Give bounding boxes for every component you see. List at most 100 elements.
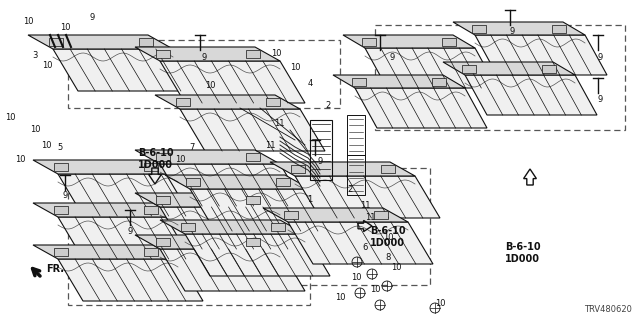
- Polygon shape: [160, 61, 305, 103]
- Polygon shape: [156, 153, 170, 161]
- Text: 9: 9: [317, 157, 323, 166]
- Text: 11: 11: [274, 119, 284, 129]
- Text: 10: 10: [205, 81, 215, 90]
- Text: 10: 10: [290, 63, 300, 73]
- Polygon shape: [246, 50, 259, 58]
- Polygon shape: [143, 248, 157, 256]
- Polygon shape: [156, 238, 170, 246]
- Polygon shape: [185, 234, 330, 276]
- Polygon shape: [160, 220, 305, 234]
- Polygon shape: [270, 162, 415, 176]
- Polygon shape: [143, 206, 157, 214]
- Text: 10: 10: [391, 263, 401, 273]
- Polygon shape: [263, 208, 408, 222]
- Polygon shape: [374, 211, 387, 219]
- Polygon shape: [266, 98, 280, 106]
- Polygon shape: [352, 77, 366, 85]
- Polygon shape: [33, 160, 178, 174]
- Text: 9: 9: [90, 13, 95, 22]
- Bar: [68, 40, 340, 108]
- Bar: [375, 25, 625, 130]
- Text: 2: 2: [325, 100, 331, 109]
- Polygon shape: [143, 163, 157, 171]
- Polygon shape: [33, 203, 178, 217]
- Text: 7: 7: [189, 143, 195, 153]
- Polygon shape: [246, 238, 259, 246]
- Text: 11: 11: [365, 213, 375, 222]
- Polygon shape: [135, 193, 280, 207]
- Polygon shape: [58, 217, 203, 259]
- Polygon shape: [362, 37, 376, 45]
- Text: 9: 9: [62, 191, 68, 201]
- Text: B-6-10
1D000: B-6-10 1D000: [138, 148, 173, 170]
- Polygon shape: [54, 163, 67, 171]
- Text: B-6-10
1D000: B-6-10 1D000: [370, 226, 406, 248]
- Polygon shape: [54, 206, 67, 214]
- Polygon shape: [135, 150, 280, 164]
- Bar: [200, 168, 430, 285]
- Text: 9: 9: [202, 52, 207, 61]
- Text: 10: 10: [351, 274, 361, 283]
- Text: 10: 10: [271, 49, 281, 58]
- Polygon shape: [275, 178, 289, 186]
- Text: 10: 10: [4, 114, 15, 123]
- Text: 10: 10: [29, 125, 40, 134]
- Text: 9: 9: [389, 52, 395, 61]
- Polygon shape: [542, 65, 556, 73]
- Polygon shape: [58, 174, 203, 216]
- Bar: [310, 120, 332, 180]
- Text: 9: 9: [509, 28, 515, 36]
- Polygon shape: [288, 222, 433, 264]
- Text: 6: 6: [362, 244, 368, 252]
- Polygon shape: [381, 165, 394, 173]
- Text: 4: 4: [307, 78, 312, 87]
- Text: 5: 5: [58, 143, 63, 153]
- Text: FR.: FR.: [46, 264, 64, 274]
- Polygon shape: [190, 189, 335, 231]
- Polygon shape: [186, 178, 200, 186]
- Polygon shape: [33, 245, 178, 259]
- Text: 10: 10: [42, 60, 52, 69]
- Polygon shape: [432, 77, 446, 85]
- Bar: [347, 155, 365, 195]
- Polygon shape: [49, 38, 63, 46]
- Text: 9: 9: [127, 228, 132, 236]
- Text: 10: 10: [370, 285, 380, 294]
- Polygon shape: [246, 196, 259, 204]
- Polygon shape: [472, 25, 486, 33]
- Polygon shape: [165, 175, 310, 189]
- Polygon shape: [58, 259, 203, 301]
- Text: 10: 10: [335, 293, 345, 302]
- Polygon shape: [180, 223, 195, 231]
- Text: 10: 10: [23, 17, 33, 26]
- Polygon shape: [295, 176, 440, 218]
- Polygon shape: [156, 50, 170, 58]
- Polygon shape: [365, 48, 497, 88]
- Polygon shape: [453, 22, 585, 35]
- Polygon shape: [160, 164, 305, 206]
- Polygon shape: [135, 235, 280, 249]
- Polygon shape: [443, 62, 575, 75]
- Polygon shape: [552, 25, 566, 33]
- Polygon shape: [442, 37, 456, 45]
- Text: 9: 9: [597, 52, 603, 61]
- Bar: [347, 115, 365, 155]
- Polygon shape: [53, 49, 198, 91]
- Polygon shape: [135, 47, 280, 61]
- Polygon shape: [180, 109, 325, 151]
- Polygon shape: [175, 98, 189, 106]
- Text: 10: 10: [175, 156, 185, 164]
- Text: 2: 2: [348, 186, 353, 195]
- Polygon shape: [160, 249, 305, 291]
- Polygon shape: [28, 35, 173, 49]
- Polygon shape: [343, 35, 475, 48]
- Polygon shape: [475, 35, 607, 75]
- Text: 10: 10: [383, 234, 393, 243]
- Polygon shape: [355, 88, 487, 128]
- Bar: [68, 165, 310, 305]
- Text: 11: 11: [265, 140, 275, 149]
- Text: 9: 9: [597, 95, 603, 105]
- Polygon shape: [138, 38, 152, 46]
- Text: 10: 10: [15, 156, 25, 164]
- Text: 10: 10: [60, 23, 70, 33]
